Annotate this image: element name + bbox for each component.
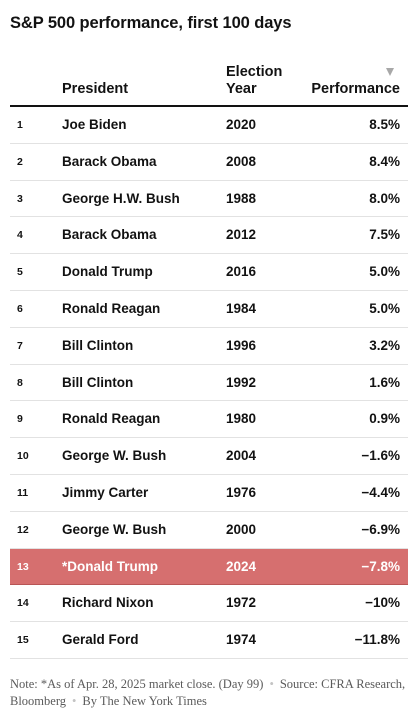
performance-cell: −10% [365, 595, 400, 611]
footnote: Note: *As of Apr. 28, 2025 market close.… [10, 676, 410, 710]
election-year-cell: 1992 [226, 374, 257, 390]
election-year-cell: 2024 [226, 558, 257, 574]
rank-cell: 6 [17, 302, 23, 315]
table-row: 14 Richard Nixon 1972 −10% [10, 585, 408, 623]
table-row: 3 George H.W. Bush 1988 8.0% [10, 181, 408, 218]
separator-dot: • [269, 677, 274, 691]
table-row: 1 Joe Biden 2020 8.5% [10, 107, 408, 144]
header-divider [10, 105, 408, 107]
election-year-cell: 1988 [226, 190, 257, 206]
performance-cell: −6.9% [361, 521, 400, 537]
table-row: 8 Bill Clinton 1992 1.6% [10, 365, 408, 402]
table-body: 1 Joe Biden 2020 8.5% 2 Barack Obama 2008 8.4% 3… [10, 107, 408, 659]
president-cell: George W. Bush [62, 448, 167, 464]
rank-cell: 10 [17, 450, 29, 463]
column-header-year-line1: Election [226, 64, 283, 80]
election-year-cell: 2000 [226, 521, 257, 537]
rank-cell: 14 [17, 597, 29, 610]
separator-dot: • [72, 694, 77, 708]
president-cell: Barack Obama [62, 227, 157, 243]
rank-cell: 1 [17, 119, 23, 131]
president-cell: Barack Obama [62, 153, 157, 169]
election-year-cell: 1996 [226, 337, 257, 353]
footnote-credit: By The New York Times [82, 694, 207, 708]
performance-cell: 5.0% [369, 264, 400, 280]
table-row: 5 Donald Trump 2016 5.0% [10, 254, 408, 291]
election-year-cell: 2012 [226, 227, 257, 243]
performance-cell: 8.5% [369, 117, 400, 132]
rank-cell: 11 [17, 486, 29, 499]
president-cell: Ronald Reagan [62, 411, 161, 427]
rank-cell: 4 [17, 229, 23, 242]
president-cell: George H.W. Bush [62, 190, 180, 206]
president-cell: Gerald Ford [62, 632, 139, 648]
rank-cell: 2 [17, 155, 23, 168]
rank-cell: 5 [17, 266, 23, 279]
table-row: 10 George W. Bush 2004 −1.6% [10, 438, 408, 475]
election-year-cell: 1976 [226, 484, 257, 500]
column-header-election-year[interactable]: Election Year [226, 64, 282, 98]
table-row: 6 Ronald Reagan 1984 5.0% [10, 291, 408, 328]
rank-cell: 8 [17, 376, 23, 389]
performance-cell: −4.4% [361, 484, 400, 500]
election-year-cell: 1974 [226, 632, 257, 648]
rank-cell: 13 [17, 560, 29, 573]
column-header-year-line2: Year [226, 81, 257, 97]
chart-title: S&P 500 performance, first 100 days [10, 14, 292, 32]
president-cell: Bill Clinton [62, 374, 134, 390]
table-row: 4 Barack Obama 2012 7.5% [10, 217, 408, 255]
president-cell: Joe Biden [62, 117, 127, 132]
table-header: President Election Year Performance [10, 62, 408, 105]
election-year-cell: 2016 [226, 264, 257, 280]
table-row: 2 Barack Obama 2008 8.4% [10, 144, 408, 181]
performance-cell: −7.8% [361, 558, 400, 574]
rank-cell: 12 [17, 523, 29, 536]
table-row: 7 Bill Clinton 1996 3.2% [10, 328, 408, 365]
president-cell: George W. Bush [62, 521, 167, 537]
rank-cell: 9 [17, 413, 23, 426]
footnote-note: Note: *As of Apr. 28, 2025 market close.… [10, 677, 264, 691]
sort-descending-icon[interactable] [386, 68, 394, 76]
performance-cell: 7.5% [369, 227, 400, 243]
rank-cell: 7 [17, 339, 23, 352]
president-cell: Jimmy Carter [62, 484, 149, 500]
rank-cell: 3 [17, 192, 23, 205]
performance-cell: 1.6% [369, 374, 400, 390]
performance-cell: 3.2% [369, 337, 400, 353]
election-year-cell: 1972 [226, 595, 257, 611]
column-header-performance[interactable]: Performance [311, 81, 400, 97]
performance-cell: 5.0% [369, 300, 400, 316]
table-row: 12 George W. Bush 2000 −6.9% [10, 512, 408, 549]
election-year-cell: 2008 [226, 153, 257, 169]
table-row-highlighted: 13 *Donald Trump 2024 −7.8% [10, 548, 408, 586]
election-year-cell: 1984 [226, 300, 257, 316]
column-header-president[interactable]: President [62, 81, 129, 97]
president-cell: Richard Nixon [62, 595, 154, 611]
table-row: 11 Jimmy Carter 1976 −4.4% [10, 475, 408, 512]
president-cell: Donald Trump [62, 264, 153, 280]
performance-cell: 0.9% [369, 411, 400, 427]
table-row: 9 Ronald Reagan 1980 0.9% [10, 401, 408, 439]
president-cell: *Donald Trump [62, 558, 159, 574]
president-cell: Bill Clinton [62, 337, 134, 353]
footnote-source: Source: CFRA Research, Bloomberg [10, 677, 406, 708]
election-year-cell: 2004 [226, 448, 257, 464]
performance-cell: 8.0% [369, 190, 400, 206]
president-cell: Ronald Reagan [62, 300, 161, 316]
election-year-cell: 2020 [226, 117, 257, 132]
election-year-cell: 1980 [226, 411, 257, 427]
performance-cell: −11.8% [354, 632, 400, 648]
performance-cell: −1.6% [361, 448, 400, 464]
table-row: 15 Gerald Ford 1974 −11.8% [10, 622, 408, 659]
performance-cell: 8.4% [369, 153, 400, 169]
rank-cell: 15 [17, 634, 29, 647]
